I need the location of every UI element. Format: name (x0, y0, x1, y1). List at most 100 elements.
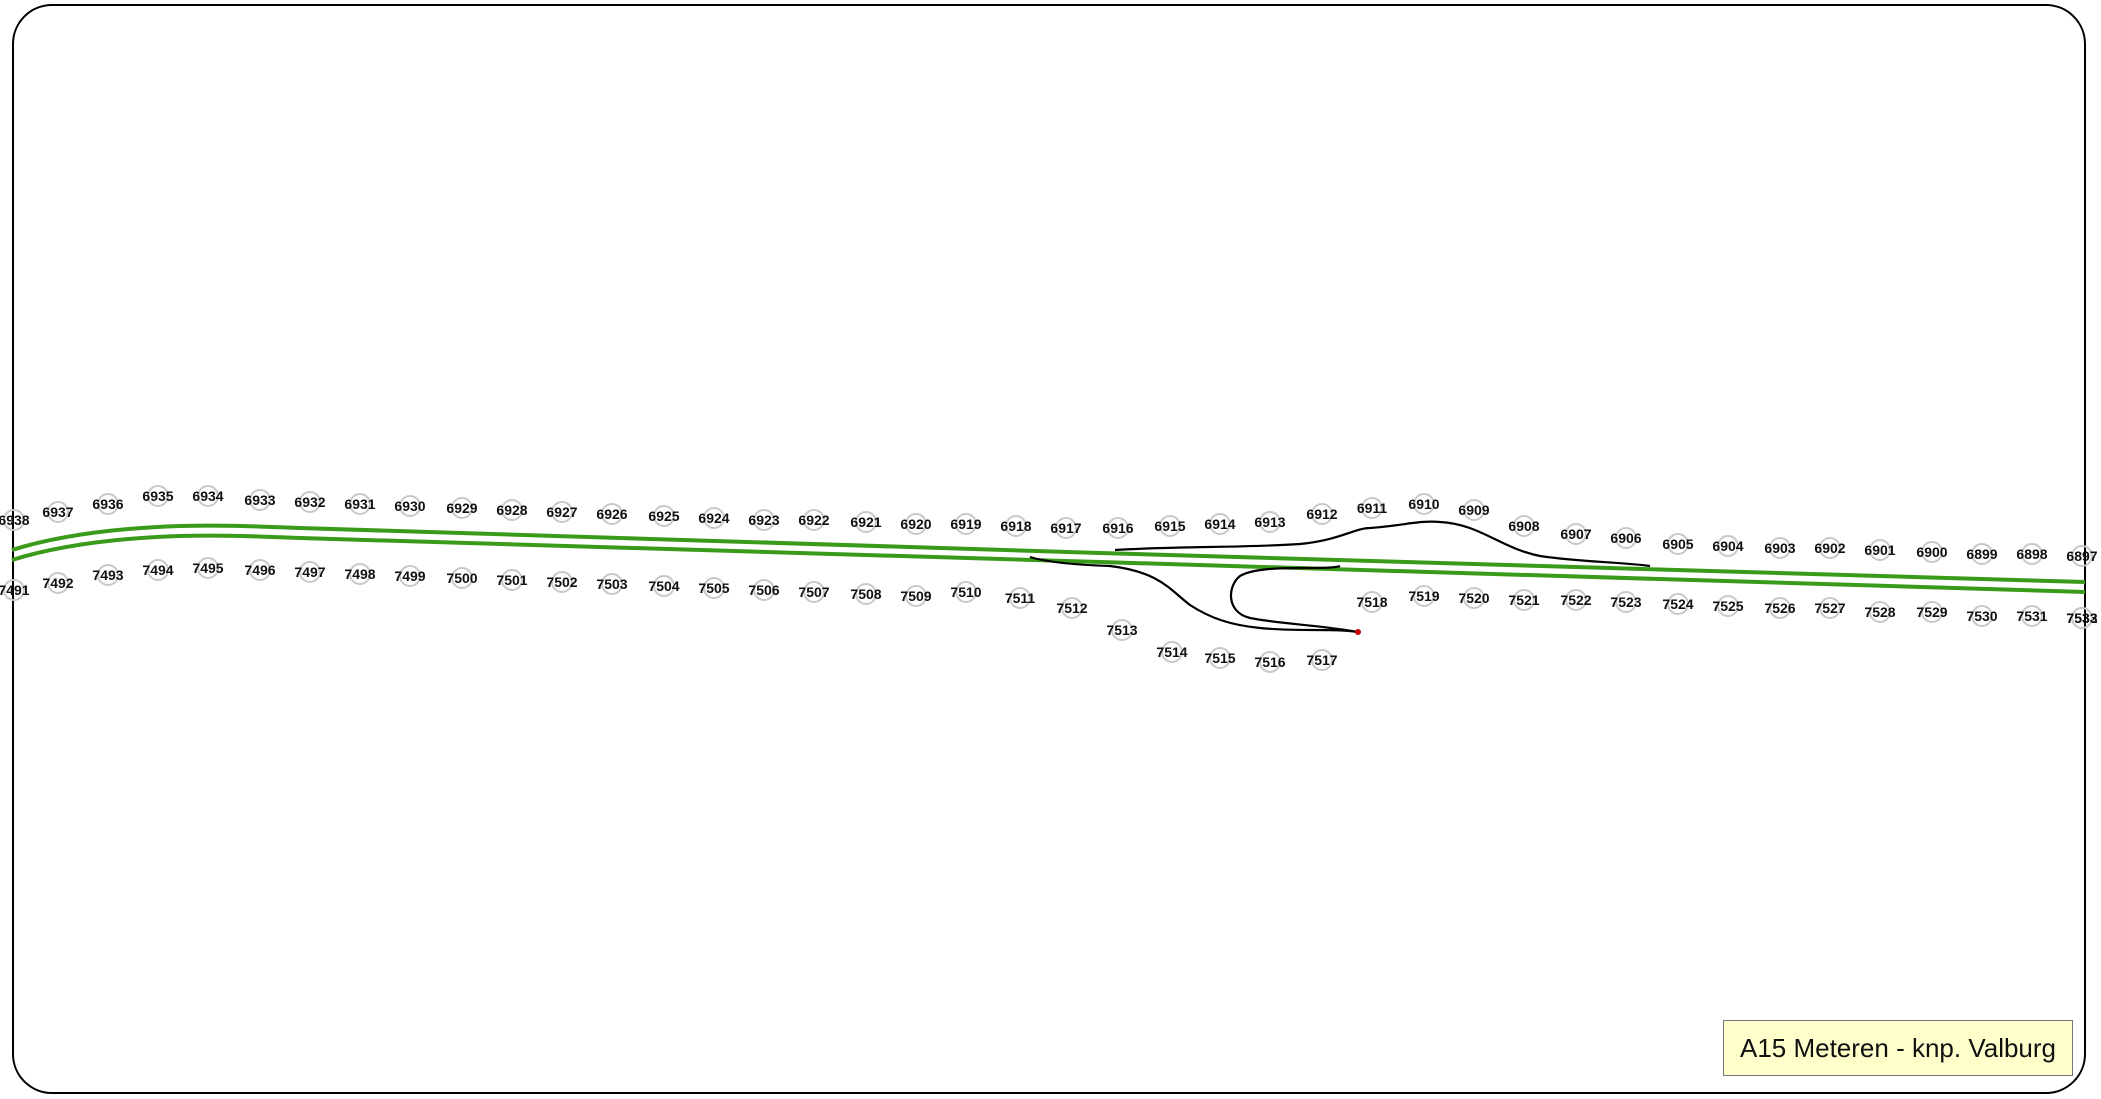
hectometer-south-label[interactable]: 7504 (648, 578, 679, 594)
hectometer-north-label[interactable]: 6915 (1154, 518, 1185, 534)
hectometer-north-circle (753, 509, 775, 531)
hectometer-north-label[interactable]: 6938 (0, 512, 30, 528)
hectometer-south-label[interactable]: 7533 (2066, 610, 2097, 626)
hectometer-south-label[interactable]: 7492 (42, 575, 73, 591)
hectometer-north-label[interactable]: 6930 (394, 498, 425, 514)
hectometer-south-label[interactable]: 7502 (546, 574, 577, 590)
hectometer-north-circle (97, 493, 119, 515)
hectometer-south-label[interactable]: 7512 (1056, 600, 1087, 616)
hectometer-south-label[interactable]: 7505 (698, 580, 729, 596)
hectometer-north-label[interactable]: 6921 (850, 514, 881, 530)
hectometer-south-label[interactable]: 7517 (1306, 652, 1337, 668)
hectometer-north-label[interactable]: 6916 (1102, 520, 1133, 536)
hectometer-south-label[interactable]: 7525 (1712, 598, 1743, 614)
hectometer-south-label[interactable]: 7519 (1408, 588, 1439, 604)
hectometer-north-label[interactable]: 6937 (42, 504, 73, 520)
hectometer-north-label[interactable]: 6910 (1408, 496, 1439, 512)
hectometer-south-label[interactable]: 7498 (344, 566, 375, 582)
hectometer-south-label[interactable]: 7500 (446, 570, 477, 586)
hectometer-south-label[interactable]: 7496 (244, 562, 275, 578)
hectometer-south-circle (1769, 597, 1791, 619)
hectometer-north-label[interactable]: 6914 (1204, 516, 1235, 532)
hectometer-north-label[interactable]: 6927 (546, 504, 577, 520)
hectometer-south-circle (1921, 601, 1943, 623)
hectometer-north-label[interactable]: 6899 (1966, 546, 1997, 562)
hectometer-south-label[interactable]: 7516 (1254, 654, 1285, 670)
hectometer-south-label[interactable]: 7520 (1458, 590, 1489, 606)
hectometer-north-label[interactable]: 6931 (344, 496, 375, 512)
hectometer-north-circle (1463, 499, 1485, 521)
hectometer-north-label[interactable]: 6922 (798, 512, 829, 528)
hectometer-south-label[interactable]: 7495 (192, 560, 223, 576)
hectometer-north-label[interactable]: 6935 (142, 488, 173, 504)
hectometer-south-label[interactable]: 7513 (1106, 622, 1137, 638)
hectometer-south-label[interactable]: 7514 (1156, 644, 1187, 660)
hectometer-north-circle (299, 491, 321, 513)
hectometer-north-label[interactable]: 6928 (496, 502, 527, 518)
hectometer-north-label[interactable]: 6918 (1000, 518, 1031, 534)
hectometer-south-label[interactable]: 7493 (92, 567, 123, 583)
hectometer-south-label[interactable]: 7523 (1610, 594, 1641, 610)
hectometer-south-label[interactable]: 7530 (1966, 608, 1997, 624)
hectometer-south-label[interactable]: 7501 (496, 572, 527, 588)
hectometer-south-label[interactable]: 7524 (1662, 596, 1693, 612)
hectometer-south-label[interactable]: 7528 (1864, 604, 1895, 620)
hectometer-north-label[interactable]: 6925 (648, 508, 679, 524)
hectometer-north-label[interactable]: 6924 (698, 510, 729, 526)
hectometer-south-label[interactable]: 7510 (950, 584, 981, 600)
hectometer-south-label[interactable]: 7508 (850, 586, 881, 602)
hectometer-south-label[interactable]: 7503 (596, 576, 627, 592)
hectometer-north-label[interactable]: 6923 (748, 512, 779, 528)
hectometer-south-circle (1667, 593, 1689, 615)
hectometer-south-label[interactable]: 7522 (1560, 592, 1591, 608)
hectometer-north-label[interactable]: 6913 (1254, 514, 1285, 530)
hectometer-south-label[interactable]: 7518 (1356, 594, 1387, 610)
hectometer-south-label[interactable]: 7511 (1005, 590, 1036, 606)
hectometer-north-label[interactable]: 6901 (1864, 542, 1895, 558)
hectometer-south-label[interactable]: 7506 (748, 582, 779, 598)
road-end-marker (1355, 629, 1361, 635)
hectometer-north-label[interactable]: 6933 (244, 492, 275, 508)
hectometer-north-label[interactable]: 6932 (294, 494, 325, 510)
hectometer-north-label[interactable]: 6903 (1764, 540, 1795, 556)
hectometer-north-label[interactable]: 6912 (1306, 506, 1337, 522)
hectometer-north-label[interactable]: 6929 (446, 500, 477, 516)
hectometer-north-label[interactable]: 6897 (2066, 548, 2097, 564)
hectometer-north-circle (501, 499, 523, 521)
hectometer-south-label[interactable]: 7532 (2066, 610, 2097, 626)
hectometer-south-label[interactable]: 7527 (1814, 600, 1845, 616)
hectometer-south-circle (1615, 591, 1637, 613)
hectometer-south-label[interactable]: 7499 (394, 568, 425, 584)
hectometer-north-circle (703, 507, 725, 529)
hectometer-south-label[interactable]: 7515 (1204, 650, 1235, 666)
hectometer-north-label[interactable]: 6905 (1662, 536, 1693, 552)
hectometer-north-label[interactable]: 6898 (2016, 546, 2047, 562)
hectometer-south-label[interactable]: 7494 (142, 562, 173, 578)
hectometer-south-label[interactable]: 7526 (1764, 600, 1795, 616)
hectometer-north-label[interactable]: 6906 (1610, 530, 1641, 546)
hectometer-north-label[interactable]: 6926 (596, 506, 627, 522)
hectometer-north-circle (551, 501, 573, 523)
hectometer-north-label[interactable]: 6902 (1814, 540, 1845, 556)
hectometer-north-label[interactable]: 6904 (1712, 538, 1743, 554)
hectometer-north-circle (1667, 533, 1689, 555)
hectometer-north-label[interactable]: 6919 (950, 516, 981, 532)
hectometer-north-label[interactable]: 6908 (1508, 518, 1539, 534)
hectometer-north-label[interactable]: 6900 (1916, 544, 1947, 560)
hectometer-north-label[interactable]: 6917 (1050, 520, 1081, 536)
hectometer-south-label[interactable]: 7531 (2016, 608, 2047, 624)
hectometer-north-label[interactable]: 6920 (900, 516, 931, 532)
hectometer-north-label[interactable]: 6907 (1560, 526, 1591, 542)
hectometer-north-label[interactable]: 6909 (1458, 502, 1489, 518)
hectometer-south-label[interactable]: 7521 (1508, 592, 1539, 608)
hectometer-north-label[interactable]: 6936 (92, 496, 123, 512)
hectometer-north-label[interactable]: 6911 (1357, 500, 1388, 516)
hectometer-south-label[interactable]: 7529 (1916, 604, 1947, 620)
hectometer-south-label[interactable]: 7507 (798, 584, 829, 600)
hectometer-north-label[interactable]: 6934 (192, 488, 223, 504)
hectometer-south-label[interactable]: 7491 (0, 582, 30, 598)
hectometer-south-label[interactable]: 7509 (900, 588, 931, 604)
hectometer-south-label[interactable]: 7497 (294, 564, 325, 580)
hectometer-north-circle (197, 485, 219, 507)
